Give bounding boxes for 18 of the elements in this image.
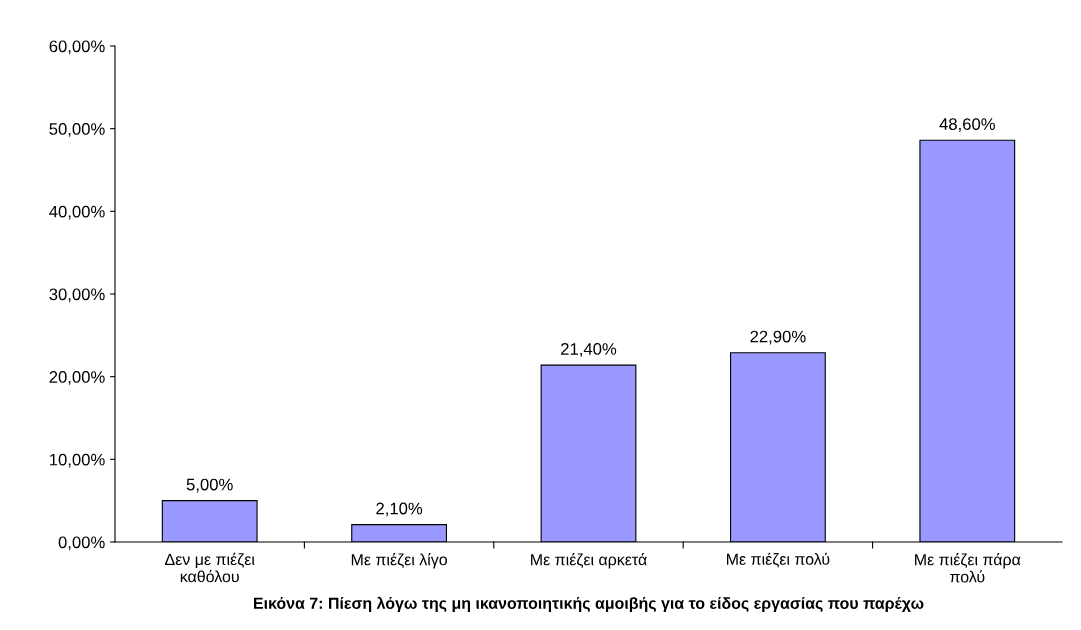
x-tick-label: Δεν με πιέζει καθόλου (164, 552, 255, 583)
y-tick-label: 0,00% (58, 536, 105, 551)
x-tick-label: Με πιέζει αρκετά (531, 553, 647, 569)
y-tick-label: 10,00% (50, 453, 105, 468)
x-tick-label: Με πιέζει πολύ (727, 552, 830, 568)
y-tick-label: 40,00% (49, 205, 105, 220)
data-label: 48,60% (939, 118, 995, 132)
y-tick-label: 30,00% (49, 288, 105, 303)
x-axis-title: Εικόνα 7: Πίεση λόγω της μη ικανοποιητικής αμοιβής για το είδος εργασίας που παρέχω (254, 596, 924, 613)
data-label: 2,10% (376, 502, 423, 517)
data-label: 21,40% (561, 343, 617, 357)
y-tick-label: 20,00% (49, 371, 105, 385)
x-tick-label: Με πιέζει λίγο (351, 553, 447, 569)
y-tick-label: 50,00% (49, 123, 105, 137)
x-tick-label: Με πιέζει πάρα πολύ (915, 553, 1021, 583)
data-label: 5,00% (186, 478, 233, 493)
y-tick-label: 60,00% (49, 40, 105, 55)
data-label: 22,90% (750, 330, 806, 345)
